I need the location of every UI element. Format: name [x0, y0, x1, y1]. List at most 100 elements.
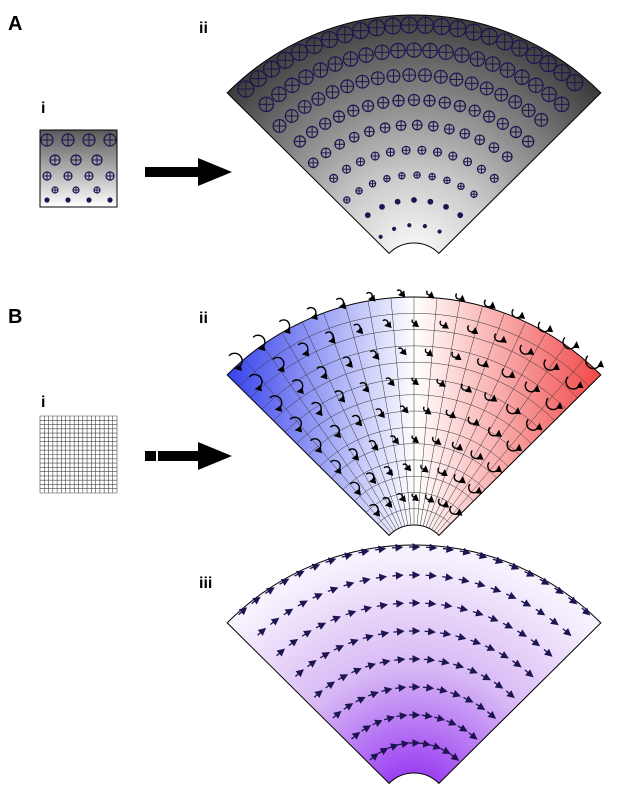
scatter-marker: [293, 135, 306, 148]
scatter-marker: [508, 95, 523, 109]
rotation-symbol: [526, 418, 543, 431]
scatter-marker: [361, 99, 375, 113]
rotation-symbol: [351, 414, 363, 427]
scatter-marker: [480, 27, 498, 46]
scatter-marker: [418, 68, 433, 83]
rotation-symbol: [487, 461, 503, 473]
flow-arrow: [345, 609, 357, 618]
scatter-marker: [103, 133, 117, 147]
scatter-marker: [284, 77, 300, 94]
scatter-marker: [377, 96, 390, 109]
scatter-marker: [468, 104, 481, 117]
flow-arrow: [312, 593, 323, 601]
scatter-marker: [511, 39, 529, 57]
flow-arrow: [562, 628, 572, 637]
scatter-marker: [463, 157, 473, 167]
flow-arrow: [492, 556, 504, 564]
rotation-symbol: [420, 464, 429, 473]
flow-arrow: [257, 627, 267, 636]
flow-arrow: [364, 662, 376, 670]
scatter-marker: [484, 56, 501, 72]
scatter-marker: [355, 157, 365, 167]
scatter-marker: [355, 74, 370, 89]
flow-arrow: [449, 752, 460, 761]
flow-arrow: [442, 573, 454, 582]
rotation-symbol: [335, 297, 347, 310]
rotation-symbol: [297, 342, 310, 357]
rotation-symbol: [397, 347, 407, 356]
flow-arrow: [506, 591, 517, 599]
rotation-symbol: [311, 401, 323, 417]
rotation-symbol: [506, 440, 523, 452]
scatter-marker: [525, 46, 543, 65]
scatter-marker: [539, 55, 557, 73]
scatter-marker: [379, 122, 391, 134]
scatter-marker: [433, 69, 448, 84]
flow-arrow: [581, 607, 591, 616]
scatter-marker: [402, 68, 417, 83]
rotation-symbol: [329, 424, 342, 439]
scatter-marker: [237, 80, 255, 98]
flow-arrow: [476, 551, 488, 560]
flow-arrow: [436, 686, 448, 694]
scatter-marker: [433, 147, 443, 157]
scatter-marker: [553, 96, 570, 113]
rotation-symbol: [411, 377, 420, 386]
flow-arrow: [459, 547, 471, 556]
scatter-marker: [522, 135, 535, 148]
rotation-symbol: [228, 352, 243, 371]
scatter-marker: [401, 145, 411, 155]
scatter-marker: [44, 197, 50, 203]
flow-arrow: [351, 731, 361, 740]
scatter-marker: [390, 42, 406, 59]
flow-arrow: [361, 725, 372, 733]
rotation-symbol: [389, 435, 400, 445]
panel-b-i-grid: [39, 415, 118, 494]
rotation-symbol: [476, 357, 490, 368]
scatter-marker: [541, 86, 557, 103]
scatter-marker: [386, 69, 401, 84]
rotation-symbol: [453, 473, 466, 484]
scatter-marker: [457, 182, 465, 191]
scatter-marker: [417, 145, 427, 155]
scatter-marker: [411, 197, 417, 203]
scatter-marker: [271, 86, 287, 103]
flow-arrow: [568, 596, 578, 605]
rotation-symbol: [382, 496, 393, 508]
panel-a-i-markers: [40, 133, 117, 203]
scatter-marker: [428, 172, 436, 181]
flow-arrow: [264, 587, 275, 595]
flow-arrow: [392, 571, 404, 580]
rotation-symbol: [562, 336, 580, 350]
flow-arrow: [543, 648, 553, 657]
flow-arrow: [508, 562, 520, 570]
scatter-marker: [348, 131, 360, 143]
scatter-marker: [65, 197, 71, 203]
rotation-symbol: [543, 359, 560, 371]
scatter-marker: [566, 74, 584, 92]
flow-arrow: [505, 690, 515, 699]
flow-arrow: [297, 600, 308, 608]
rotation-symbol: [484, 391, 498, 402]
scatter-marker: [469, 51, 486, 67]
scatter-marker: [320, 30, 338, 49]
scatter-marker: [482, 110, 496, 123]
scatter-marker: [105, 171, 115, 181]
rotation-symbol: [252, 334, 266, 352]
scatter-marker: [379, 203, 385, 210]
scatter-marker: [93, 186, 101, 194]
flow-arrow: [487, 614, 499, 622]
rotation-symbol: [483, 299, 496, 309]
scatter-marker: [340, 79, 355, 94]
flow-arrow: [554, 586, 564, 595]
scatter-marker: [290, 43, 309, 62]
flow-arrow: [468, 731, 478, 740]
scatter-marker: [297, 99, 312, 114]
flow-arrow: [355, 696, 366, 704]
flow-arrow: [283, 608, 294, 617]
flow-arrow: [395, 684, 407, 692]
scatter-marker: [479, 81, 494, 96]
flow-arrow: [472, 608, 484, 617]
flow-arrow: [391, 543, 404, 552]
